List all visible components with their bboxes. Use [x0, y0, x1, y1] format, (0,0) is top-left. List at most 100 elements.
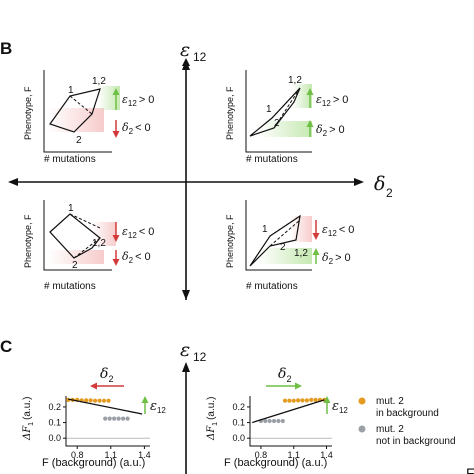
y-tick-label: 0.0: [232, 433, 245, 443]
panel-b-axis-y-label: ε 12: [180, 39, 207, 64]
condition-delta: δ2 > 0: [322, 251, 351, 266]
landscape-dashed: [271, 87, 301, 129]
node-2-label: 2: [274, 118, 280, 129]
highlight-band: [48, 108, 104, 132]
mini-ylabel: Phenotype, F: [23, 86, 33, 140]
x-tick-label: 1.4: [320, 450, 333, 460]
point-not-in-background: [107, 416, 112, 421]
point-in-background: [93, 398, 98, 403]
y-tick-label: 0.0: [48, 433, 61, 443]
y-axis-label: ΔF1(a.u.): [22, 397, 35, 441]
plot-axes: [65, 396, 150, 447]
x-tick-label: 0.8: [71, 450, 84, 460]
mini-xlabel: # mutations: [246, 281, 298, 292]
point-in-background: [291, 398, 296, 403]
point-in-background: [97, 398, 102, 403]
node-1-label: 1: [68, 203, 74, 214]
x-tick-label: 1.1: [287, 450, 300, 460]
delta-subscript: 2: [386, 186, 393, 200]
condition-delta: δ2 < 0: [122, 250, 151, 265]
trend-line: [68, 398, 143, 415]
delta-label: δ2: [100, 366, 113, 384]
mini-ylabel: Phenotype, F: [225, 86, 235, 140]
point-not-in-background: [263, 418, 268, 424]
point-in-background: [101, 398, 107, 403]
panel-c-label: C: [0, 337, 12, 356]
epsilon-indicator: ε12: [150, 399, 166, 415]
node-12-label: 1,2: [92, 76, 106, 87]
quadrant-top-left: 1 2 1,2 Phenotype, F # mutations ε12 > 0 …: [23, 70, 154, 165]
legend-label: mut. 2: [376, 396, 404, 407]
epsilon-symbol: ε: [180, 39, 190, 61]
epsilon-indicator: ε12: [332, 399, 348, 415]
mini-xlabel: # mutations: [246, 154, 298, 165]
point-not-in-background: [112, 416, 117, 421]
node-2-label: 2: [76, 135, 82, 146]
y-axis-label: ΔF1(a.u.): [206, 397, 219, 441]
panel-b-y-arrowhead-up: [182, 60, 190, 70]
point-in-background: [84, 398, 89, 403]
y-tick-label: 0.1: [48, 418, 61, 428]
legend-label: not in background: [376, 436, 456, 447]
condition-epsilon: ε12 < 0: [322, 223, 354, 238]
epsilon-subscript: 12: [193, 350, 207, 364]
delta-symbol: δ: [374, 173, 385, 195]
condition-epsilon: ε12 < 0: [122, 225, 154, 240]
x-axis-label-right: F (background) (a.u.): [224, 457, 327, 469]
highlight-band: [258, 248, 312, 264]
right-delta-indicator: δ2: [266, 366, 302, 390]
left-delta-indicator: δ2: [90, 366, 124, 390]
y-tick-label: 0.2: [232, 402, 245, 412]
x-tick-label: 1.4: [138, 450, 151, 460]
panel-b-x-arrowhead-right: [354, 178, 364, 186]
node-2-label: 2: [72, 260, 78, 271]
point-in-background: [106, 398, 111, 403]
panel-c-y-arrowhead: [182, 362, 190, 372]
trend-line: [251, 399, 325, 424]
quadrant-top-right: 1 2 1,2 Phenotype, F # mutations ε12 > 0 …: [225, 70, 348, 165]
panel-b-x-arrowhead-left: [8, 178, 18, 186]
point-in-background: [304, 398, 309, 403]
mini-ylabel: Phenotype, F: [23, 214, 33, 268]
node-1-label: 1: [266, 104, 272, 115]
cropped-panel-label: F: [466, 465, 474, 474]
point-in-background: [313, 397, 318, 403]
node-1-label: 1: [68, 85, 74, 96]
mini-axes: [43, 70, 112, 153]
landscape-path: [49, 88, 101, 133]
x-tick-label: 1.1: [105, 450, 118, 460]
node-12-label: 1,2: [294, 248, 308, 259]
legend-label: in background: [376, 408, 439, 419]
legend-label: mut. 2: [376, 424, 404, 435]
panel-c-axis-y-label: ε 12: [180, 339, 207, 364]
panel-b-label: B: [0, 39, 12, 58]
quadrant-bottom-right: 1 2 1,2 Phenotype, F # mutations ε12 < 0 …: [225, 200, 354, 292]
landscape-dashed: [269, 215, 301, 247]
condition-epsilon: ε12 > 0: [122, 93, 154, 108]
panel-b-axis-x-label: δ 2: [374, 173, 393, 200]
landscape-path: [249, 214, 301, 267]
node-1-label: 1: [262, 224, 268, 235]
point-not-in-background: [271, 418, 277, 424]
point-in-background: [287, 398, 292, 403]
mini-xlabel: # mutations: [44, 154, 96, 165]
mini-ylabel: Phenotype, F: [225, 214, 235, 268]
node-12-label: 1,2: [92, 238, 106, 249]
legend: mut. 2 in background mut. 2 not in backg…: [358, 396, 456, 447]
scatter-plot-left: ΔF1(a.u.) 0.2 0.1 0.0 0.8 1.1 1.4: [22, 396, 151, 460]
mini-axes: [245, 70, 312, 153]
point-in-background: [309, 397, 314, 403]
epsilon-symbol: ε: [180, 339, 190, 361]
landscape-path: [249, 87, 301, 137]
node-2-label: 2: [280, 242, 286, 253]
landscape-path: [49, 213, 101, 259]
x-axis-label-left: F (background) (a.u.): [42, 457, 145, 469]
highlight-band: [92, 222, 116, 246]
mini-axes: [245, 200, 312, 271]
quadrant-bottom-left: 1 2 1,2 Phenotype, F # mutations ε12 < 0 …: [23, 200, 154, 292]
point-not-in-background: [121, 416, 126, 421]
y-tick-label: 0.1: [232, 418, 245, 428]
highlight-band: [290, 216, 312, 242]
point-in-background: [296, 398, 301, 403]
